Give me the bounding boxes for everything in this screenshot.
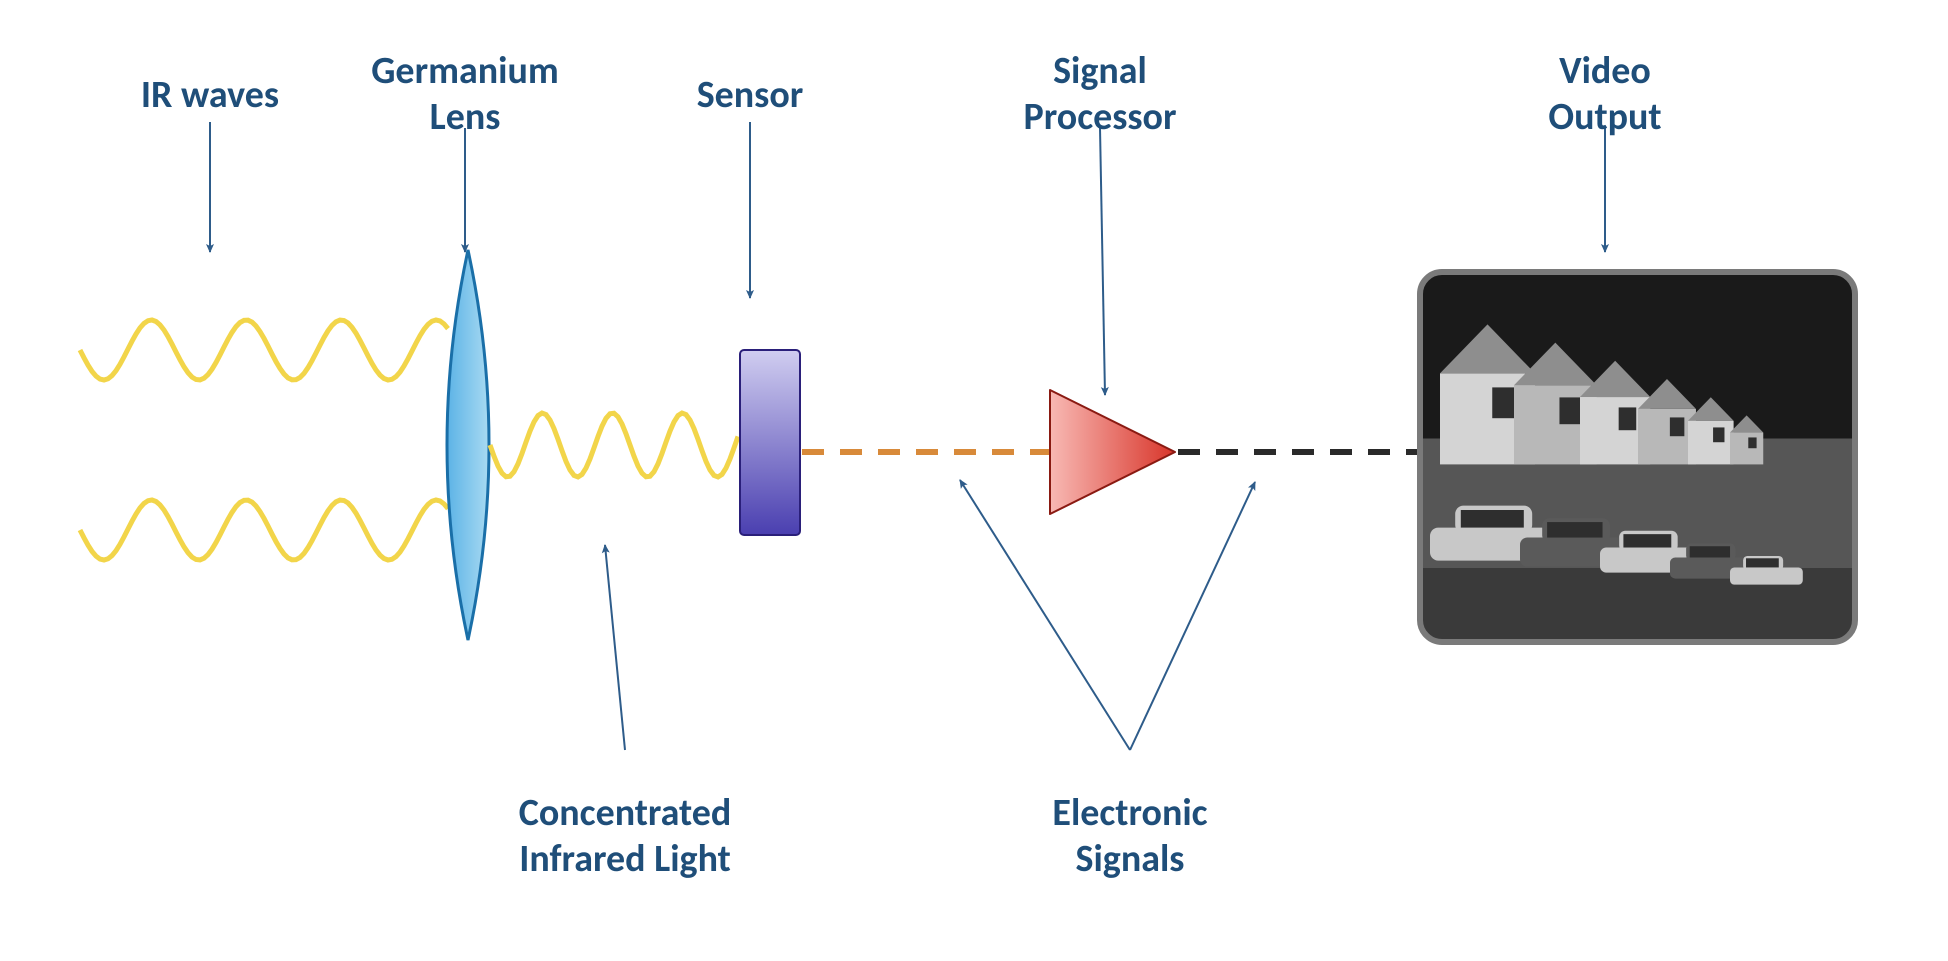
label-concentrated-ir-light: Concentrated Infrared Light [425, 791, 825, 882]
ir-wave-top [80, 320, 448, 380]
label-electronic-signals: Electronic Signals [930, 791, 1330, 882]
signal-processor-shape [1050, 390, 1175, 514]
label-sensor: Sensor [550, 73, 950, 119]
sensor-shape [740, 350, 800, 535]
ir-wave-bottom [80, 500, 448, 560]
label-signal-processor: Signal Processor [900, 49, 1300, 140]
label-video-output: Video Output [1405, 49, 1805, 140]
video-output-image [1420, 272, 1855, 642]
label-arrows-group [210, 122, 1605, 750]
concentrated-ir-wave [490, 413, 738, 477]
germanium-lens-shape [447, 250, 489, 640]
video-output-border [1420, 272, 1855, 642]
